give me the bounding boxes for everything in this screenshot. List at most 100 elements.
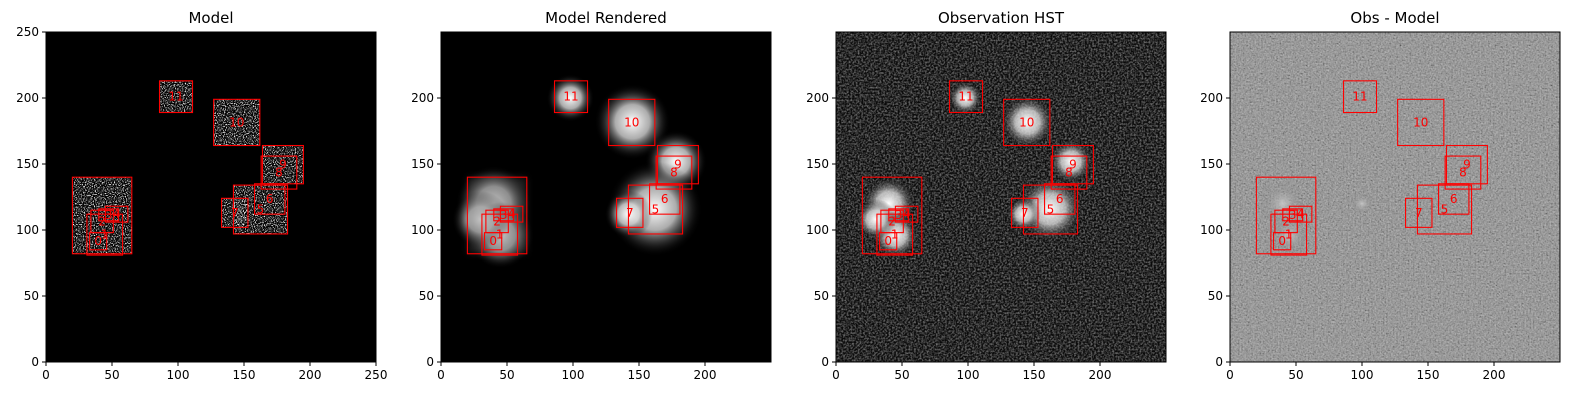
box-label: 8 [1459,166,1467,180]
y-tick-label: 0 [426,355,434,369]
x-tick-label: 150 [628,368,651,382]
detection-box [1416,184,1473,235]
y-tick-label: 50 [1208,289,1223,303]
y-tick-label: 100 [411,223,434,237]
source-glow [1048,139,1094,184]
box-label: 2 [888,214,896,228]
box-label: 6 [1450,192,1458,206]
speckle-cluster [72,177,132,254]
detection-box [493,208,515,222]
panel-image [836,32,1166,362]
source-region [467,177,527,254]
x-tick-label: 100 [562,368,585,382]
detection-box [608,98,656,147]
speckle-cluster [159,80,193,113]
detection-box [86,213,124,256]
detection-box [1282,208,1304,222]
detection-box [888,208,910,222]
box-label: 0 [94,234,102,248]
residual-blob [1270,216,1308,254]
source-glow [999,94,1055,150]
detection-box [213,98,261,147]
detection-box [466,176,528,255]
x-tick-label: 50 [1288,368,1303,382]
detection-box [1003,98,1051,147]
y-tick-label: 0 [1215,355,1223,369]
x-tick-label: 200 [694,368,717,382]
detection-box [1270,213,1308,256]
panel-image [1230,32,1560,362]
box-label: 3 [895,208,903,222]
box-label: 11 [168,90,183,104]
box-label: 5 [257,203,265,217]
box-label: 1 [101,228,109,242]
detection-box [260,155,298,190]
box-label: 2 [1282,214,1290,228]
box-label: 9 [1463,158,1471,172]
detection-box [1011,197,1039,228]
detection-box [1444,155,1482,190]
detection-box [71,176,133,255]
detection-box [948,80,984,114]
detection-box [616,197,644,228]
residual-blob [1350,192,1374,215]
y-tick-label: 200 [16,91,39,105]
panel-image [441,32,771,362]
detection-box [484,232,503,251]
y-tick-label: 50 [814,289,829,303]
speckle-cluster [221,198,248,228]
y-tick-label: 200 [806,91,829,105]
box-label: 9 [1069,158,1077,172]
y-tick-label: 100 [806,223,829,237]
speckle-cluster [213,99,260,146]
box-label: 7 [626,206,634,220]
axes-frame [1229,31,1561,363]
panel-title: Observation HST [938,9,1065,27]
detection-box [1342,80,1378,114]
box-label: 1 [496,228,504,242]
box-label: 5 [1441,203,1449,217]
box-label: 3 [105,208,113,222]
detection-box [1050,155,1088,190]
detection-box [876,213,914,256]
y-tick-label: 50 [24,289,39,303]
box-label: 6 [661,192,669,206]
detection-box [232,184,289,235]
box-label: 8 [670,166,678,180]
box-label: 7 [231,206,239,220]
box-label: 11 [563,90,578,104]
box-label: 8 [275,166,283,180]
detection-box [627,184,684,235]
detection-box [1438,183,1470,215]
y-tick-label: 0 [31,355,39,369]
axes-frame [440,31,772,363]
x-tick-label: 150 [1023,368,1046,382]
box-label: 0 [489,234,497,248]
box-label: 3 [1289,208,1297,222]
box-label: 6 [266,192,274,206]
x-tick-label: 50 [499,368,514,382]
detection-box [1255,176,1317,255]
x-tick-label: 200 [1089,368,1112,382]
box-label: 0 [884,234,892,248]
y-tick-label: 50 [419,289,434,303]
x-tick-label: 200 [1483,368,1506,382]
box-label: 1 [1285,228,1293,242]
detection-box [254,183,286,215]
detection-box [861,176,923,255]
x-tick-label: 100 [1351,368,1374,382]
box-label: 1 [891,228,899,242]
box-label: 5 [1047,203,1055,217]
panel-title: Obs - Model [1350,9,1439,27]
detection-box [1397,98,1445,147]
source-glow [594,83,671,160]
box-label: 10 [229,115,244,129]
box-label: 0 [1278,234,1286,248]
panel-image [46,32,376,362]
y-tick-label: 150 [16,157,39,171]
detection-box [1273,232,1292,251]
detection-box [879,232,898,251]
